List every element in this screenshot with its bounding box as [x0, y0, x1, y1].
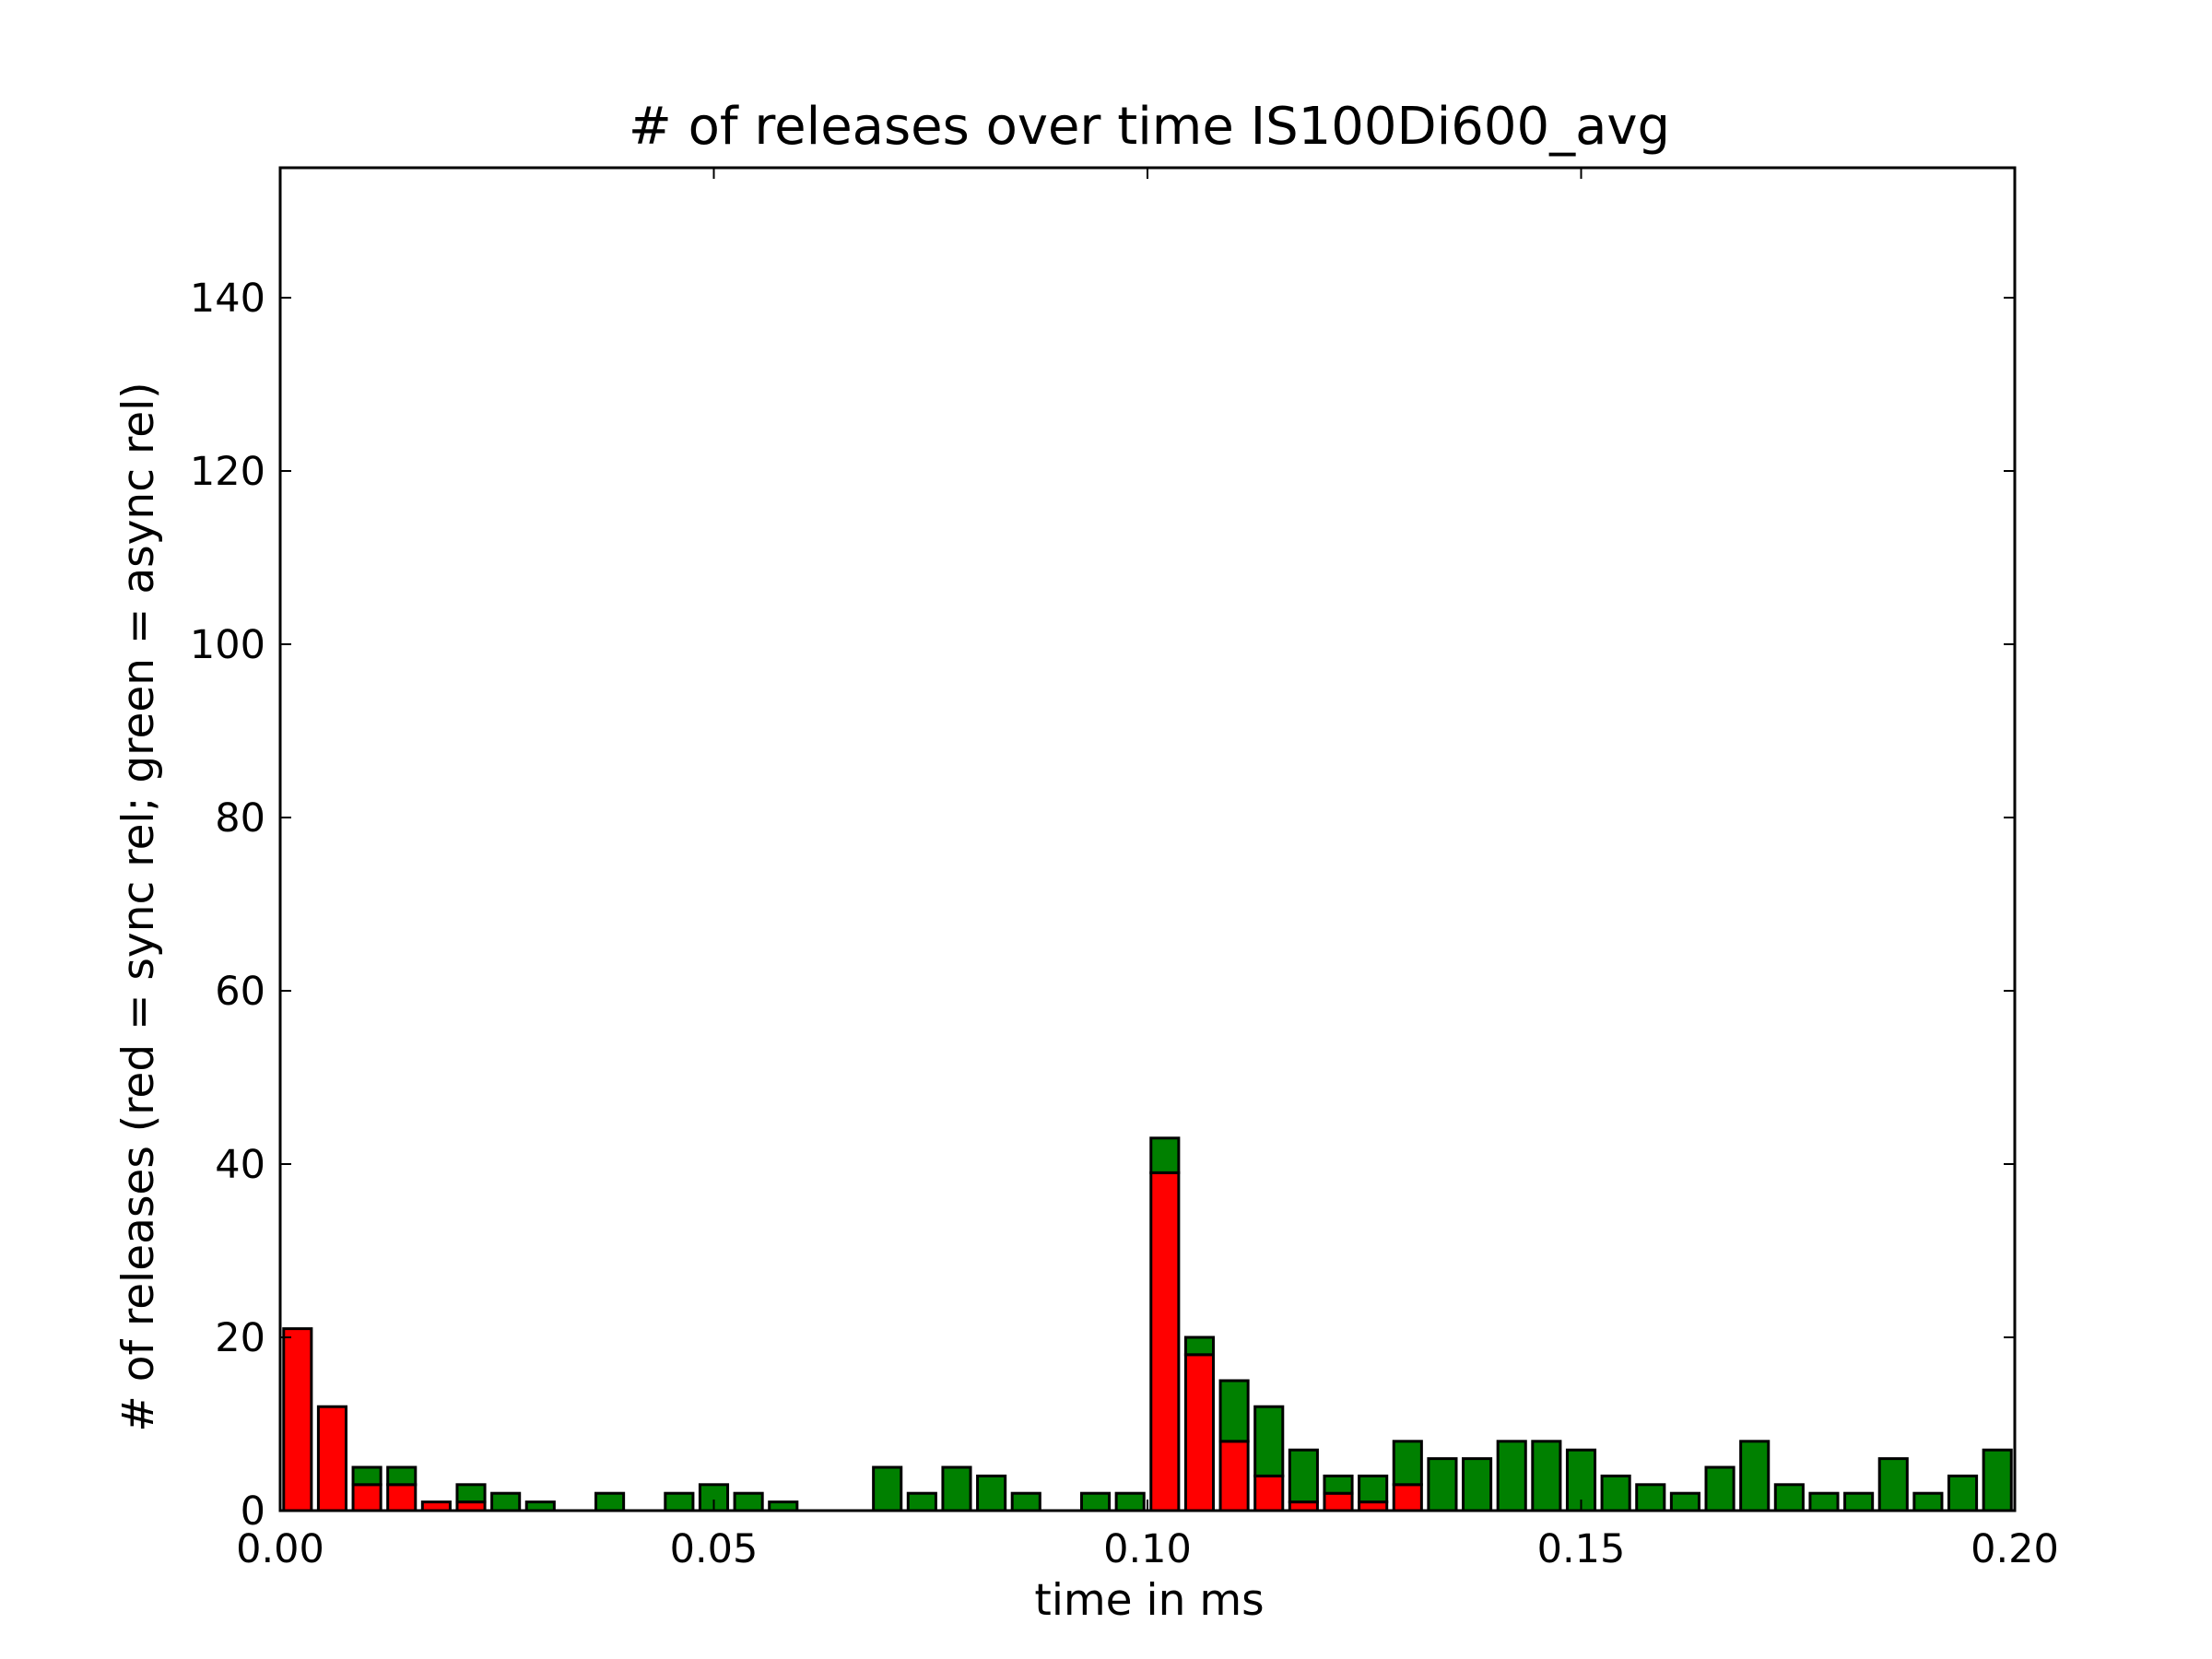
bar-async-39	[1635, 1483, 1666, 1512]
x-axis-label: time in ms	[1034, 1575, 1264, 1626]
bar-async-41	[1704, 1465, 1735, 1512]
y-tick-label-2: 40	[215, 1142, 265, 1188]
x-tick-label-2: 0.10	[1103, 1526, 1192, 1572]
bar-sync-25	[1149, 1171, 1181, 1512]
bar-sync-28	[1253, 1474, 1285, 1512]
bar-async-32	[1392, 1440, 1423, 1487]
x-tick-label-3: 0.15	[1537, 1526, 1626, 1572]
bar-async-9	[594, 1491, 626, 1512]
bar-sync-30	[1323, 1491, 1354, 1512]
bar-async-21	[1010, 1491, 1041, 1512]
bar-async-31	[1358, 1474, 1389, 1504]
bar-async-24	[1114, 1491, 1146, 1512]
bar-async-23	[1079, 1491, 1112, 1512]
bar-sync-26	[1183, 1353, 1216, 1512]
bar-sync-2	[351, 1483, 382, 1512]
y-tick-label-7: 140	[190, 276, 265, 322]
y-tick-label-0: 0	[241, 1488, 265, 1535]
bar-async-26	[1183, 1335, 1216, 1357]
bar-async-42	[1739, 1440, 1771, 1512]
bar-async-40	[1669, 1491, 1700, 1512]
bar-async-34	[1462, 1457, 1493, 1512]
y-tick-label-3: 60	[215, 969, 265, 1015]
bar-async-46	[1877, 1457, 1909, 1512]
bar-async-28	[1253, 1405, 1285, 1477]
bar-async-18	[906, 1491, 937, 1512]
x-tick-label-4: 0.20	[1971, 1526, 2059, 1572]
bar-async-11	[664, 1491, 695, 1512]
bar-async-35	[1496, 1440, 1527, 1512]
bar-async-25	[1149, 1136, 1181, 1174]
plot-frame	[278, 166, 2017, 1512]
bar-async-30	[1323, 1474, 1354, 1495]
bar-async-6	[490, 1491, 522, 1512]
bar-async-49	[1982, 1448, 2013, 1512]
bar-sync-0	[282, 1327, 313, 1512]
bar-async-29	[1288, 1448, 1319, 1504]
bar-async-48	[1947, 1474, 1979, 1512]
bar-async-27	[1218, 1379, 1250, 1443]
x-tick-label-0: 0.00	[236, 1526, 324, 1572]
bar-async-2	[351, 1465, 382, 1487]
chart-title: # of releases over time IS100Di600_avg	[629, 97, 1670, 157]
y-tick-label-5: 100	[190, 622, 265, 668]
y-axis-label: # of releases (red = sync rel; green = a…	[113, 382, 164, 1431]
bar-async-19	[941, 1465, 972, 1512]
bar-sync-1	[316, 1405, 348, 1512]
ticks: 0.00 0.05 0.10 0.15 0.20 0 20 40 60 80 100 120 140	[190, 168, 2059, 1572]
bars	[282, 1136, 2013, 1512]
bar-async-33	[1427, 1457, 1458, 1512]
y-tick-label-4: 80	[215, 795, 265, 841]
bar-sync-3	[386, 1483, 418, 1512]
bar-sync-32	[1392, 1483, 1423, 1512]
bar-async-38	[1600, 1474, 1631, 1512]
bar-async-3	[386, 1465, 418, 1487]
bar-async-13	[733, 1491, 764, 1512]
y-tick-label-6: 120	[190, 449, 265, 495]
bar-async-43	[1773, 1483, 1805, 1512]
bar-async-5	[455, 1483, 487, 1504]
bar-async-17	[872, 1465, 903, 1512]
bar-async-44	[1808, 1491, 1840, 1512]
bar-sync-27	[1218, 1440, 1250, 1512]
bar-async-47	[1912, 1491, 1944, 1512]
bar-async-36	[1531, 1440, 1562, 1512]
x-tick-label-1: 0.05	[670, 1526, 759, 1572]
bar-async-45	[1843, 1491, 1875, 1512]
bar-async-20	[976, 1474, 1007, 1512]
y-tick-label-1: 20	[215, 1315, 265, 1361]
